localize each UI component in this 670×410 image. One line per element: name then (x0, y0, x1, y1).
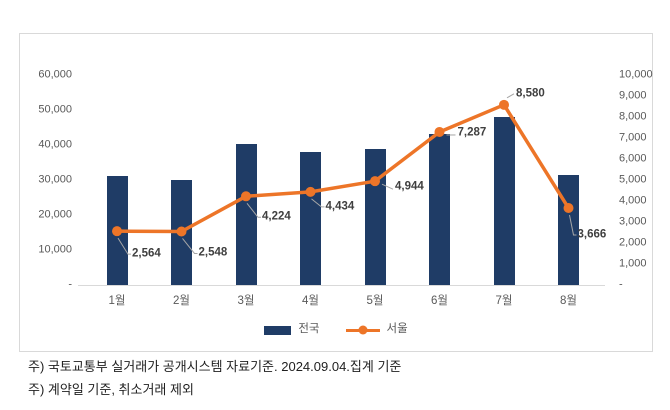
legend-label-seoul: 서울 (386, 323, 408, 336)
x-axis-category-label: 4월 (302, 295, 319, 307)
right-axis-tick-label: 1,000 (619, 257, 647, 270)
legend-label-nationwide: 전국 (298, 323, 320, 336)
footnote-criteria: 주) 계약일 기준, 취소거래 제외 (28, 382, 194, 397)
line-data-label: 4,224 (262, 210, 291, 223)
chart-legend: 전국 서울 (19, 321, 653, 339)
line-data-label: 4,434 (325, 200, 355, 213)
line-data-label: 3,666 (577, 228, 607, 241)
left-axis-tick-label: 60,000 (38, 68, 72, 81)
x-axis-line (78, 285, 605, 286)
legend-item-nationwide: 전국 (264, 323, 320, 336)
legend-bar-swatch (264, 325, 292, 335)
left-axis-tick-label: 10,000 (38, 243, 72, 256)
left-axis-tick-label: - (68, 278, 72, 291)
bar-7월 (493, 117, 515, 285)
right-axis-tick-label: 10,000 (619, 68, 653, 81)
legend-line-swatch (345, 325, 380, 335)
left-axis-tick-label: 50,000 (38, 103, 72, 116)
right-axis-tick-label: 6,000 (619, 152, 647, 165)
line-data-label: 7,287 (457, 126, 487, 139)
bar-6월 (429, 134, 450, 285)
right-axis-tick-label: 8,000 (619, 110, 647, 123)
left-axis-tick-label: 40,000 (38, 138, 72, 151)
x-axis-category-label: 6월 (431, 295, 448, 307)
right-axis-tick-label: 5,000 (619, 173, 647, 186)
right-axis-tick-label: 3,000 (619, 215, 647, 228)
right-axis-tick-label: 7,000 (619, 131, 647, 144)
x-axis-category-label: 7월 (495, 295, 513, 307)
bar-8월 (558, 175, 579, 285)
bar-1월 (106, 175, 128, 285)
legend-line-marker-dot (358, 325, 367, 335)
left-axis-tick-label: 20,000 (38, 208, 72, 221)
x-axis-category-label: 2월 (173, 295, 190, 307)
x-axis-category-label: 5월 (366, 295, 384, 307)
right-axis-tick-label: - (619, 278, 623, 291)
line-data-label: 2,548 (198, 246, 228, 259)
left-axis-tick-label: 30,000 (38, 173, 72, 186)
line-data-label: 8,580 (516, 87, 545, 100)
bar-2월 (171, 180, 192, 285)
x-axis-category-label: 1월 (108, 295, 126, 307)
line-data-label: 2,564 (132, 247, 161, 260)
x-axis-category-label: 8월 (560, 295, 577, 307)
x-axis-category-label: 3월 (237, 295, 255, 307)
right-axis-tick-label: 9,000 (619, 89, 647, 102)
legend-item-seoul: 서울 (345, 323, 408, 336)
right-axis-tick-label: 2,000 (619, 236, 647, 249)
line-data-label: 4,944 (395, 180, 424, 193)
right-axis-tick-label: 4,000 (619, 194, 647, 207)
bar-5월 (364, 148, 386, 285)
footnote-data-source: 주) 국토교통부 실거래가 공개시스템 자료기준. 2024.09.04.집계 … (28, 359, 402, 374)
bar-3월 (235, 143, 257, 285)
bar-4월 (300, 151, 321, 285)
